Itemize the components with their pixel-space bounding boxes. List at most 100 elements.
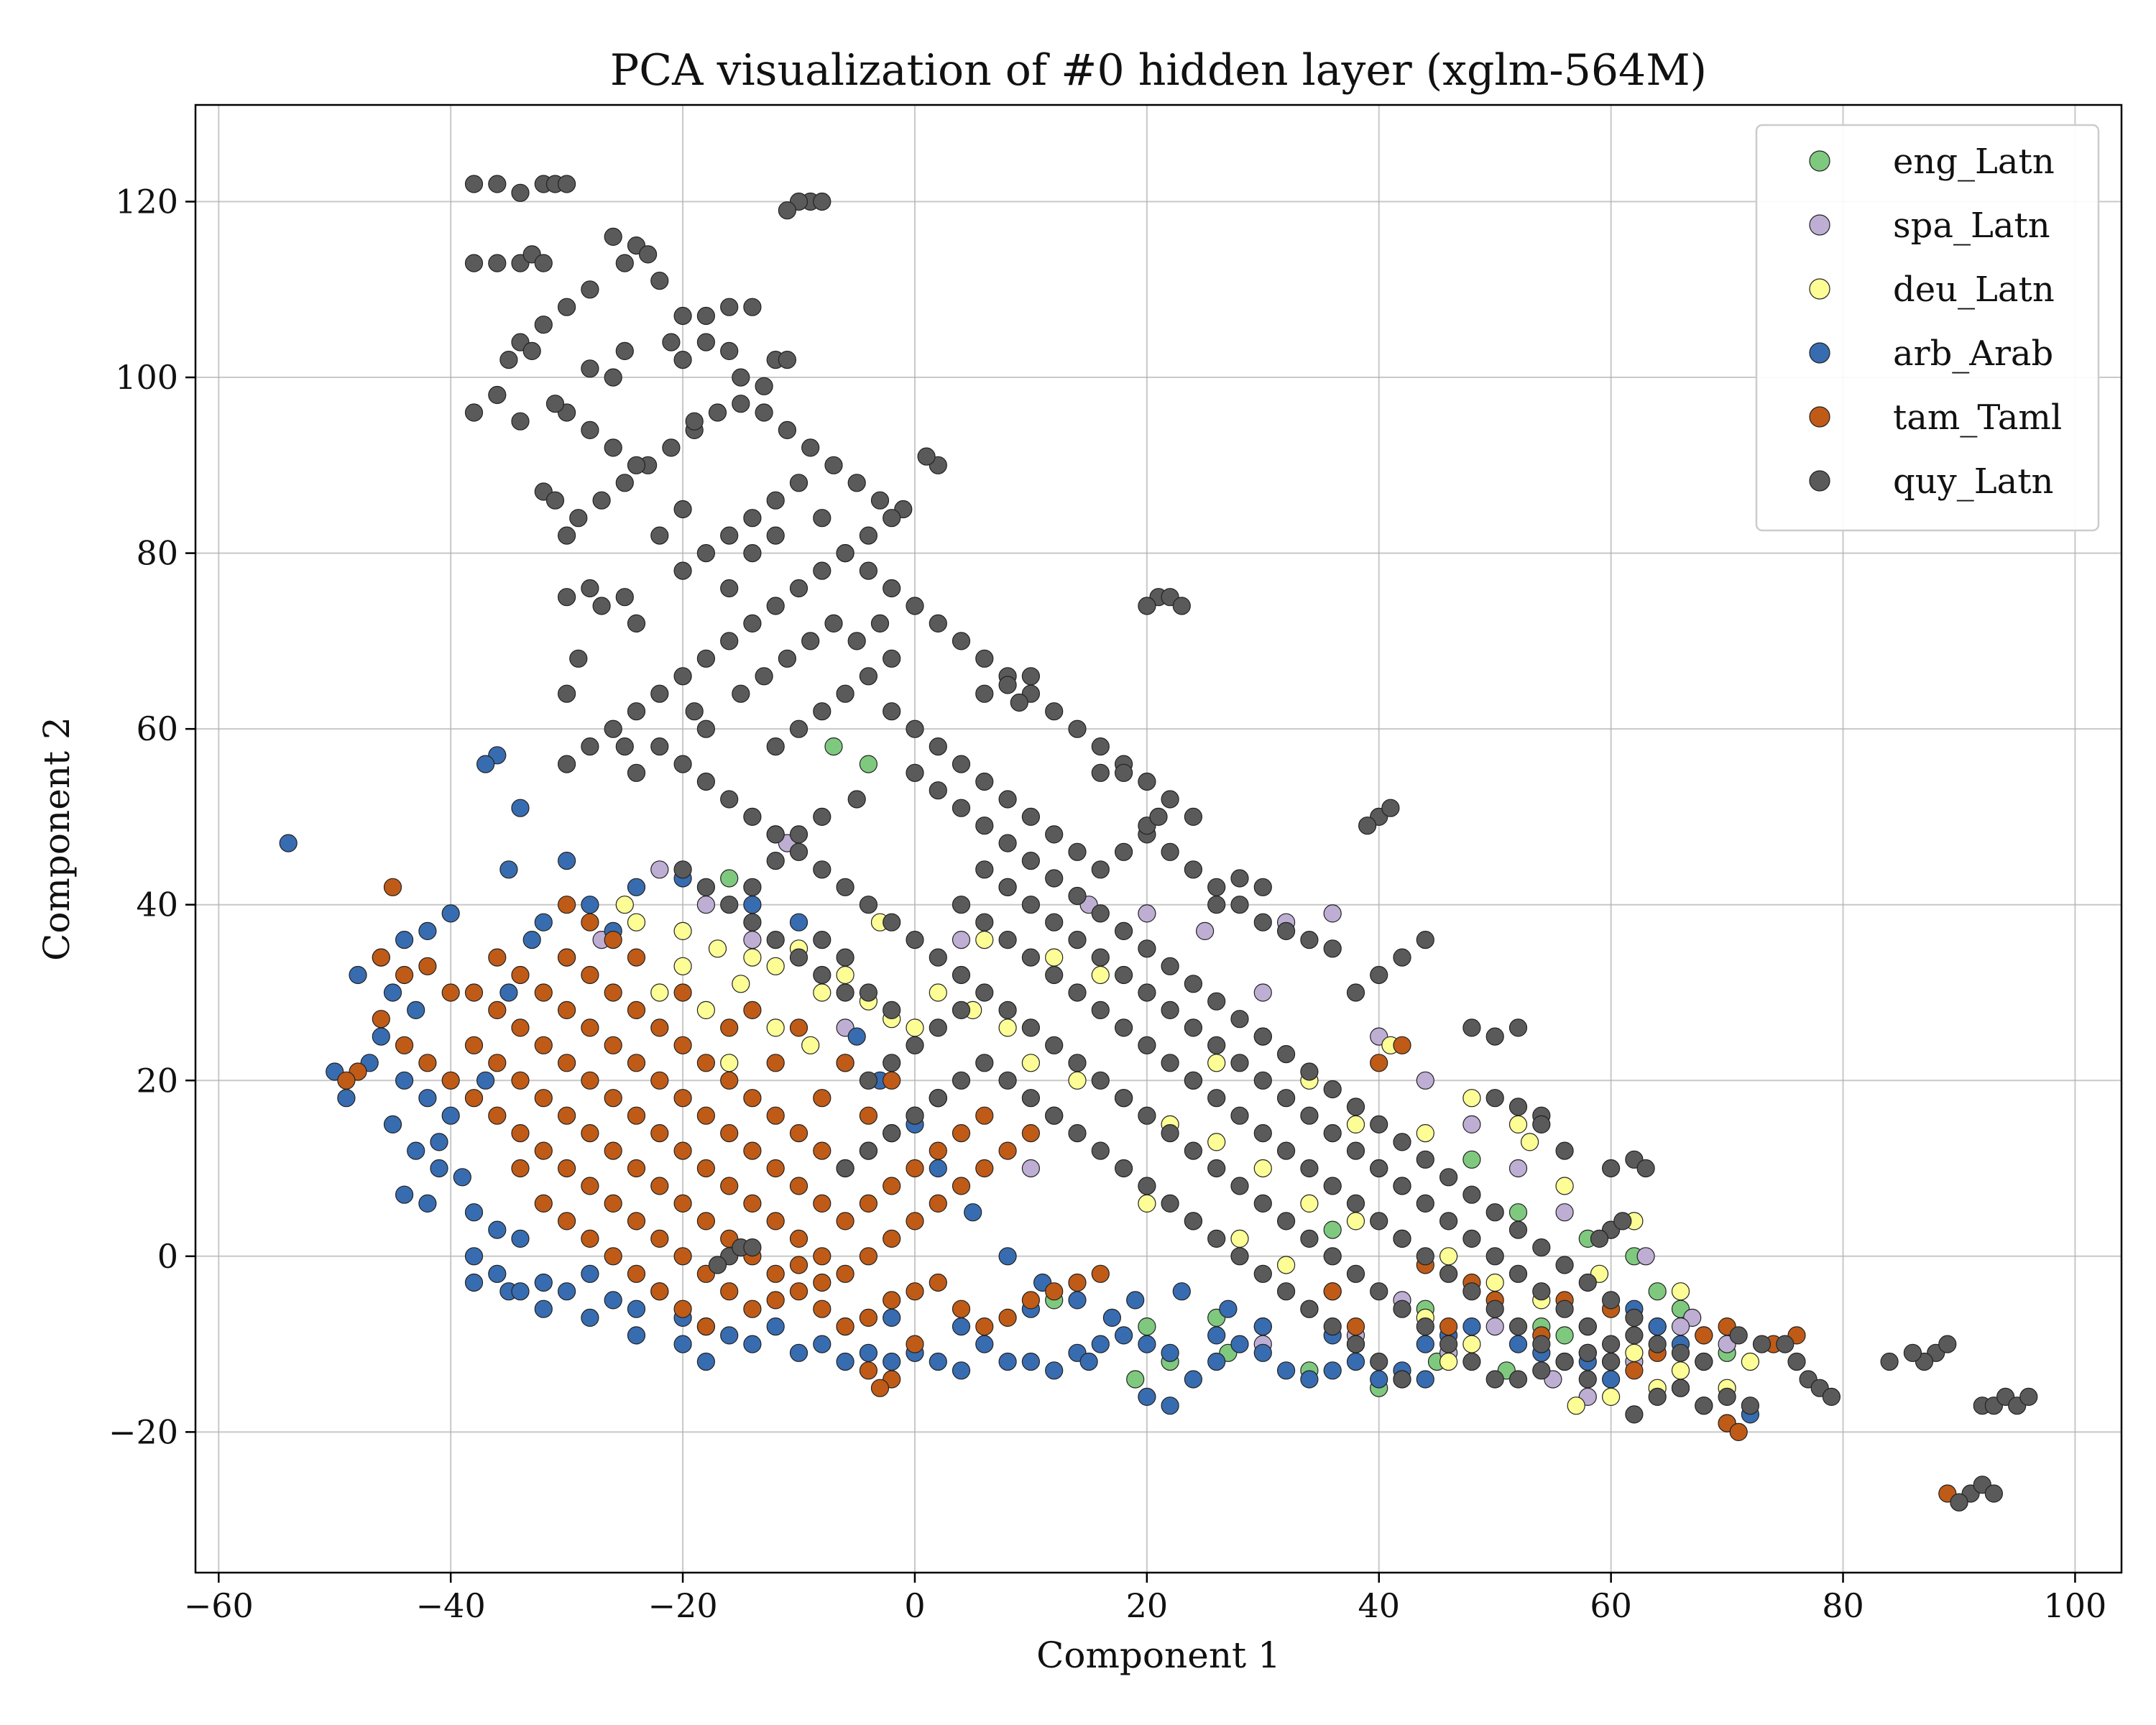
data-point	[1462, 1352, 1481, 1371]
data-point	[975, 684, 994, 703]
data-point	[836, 684, 854, 703]
data-point	[685, 412, 704, 431]
data-point	[766, 1212, 785, 1230]
data-point	[952, 1071, 971, 1090]
data-point	[883, 509, 901, 528]
data-point	[975, 649, 994, 668]
data-point	[395, 930, 414, 949]
data-point	[929, 1018, 947, 1037]
data-point	[755, 667, 773, 686]
data-point	[696, 1106, 716, 1125]
data-point	[441, 1071, 460, 1090]
data-point	[789, 474, 808, 492]
data-point	[650, 1018, 669, 1037]
data-point	[1300, 1229, 1319, 1248]
data-point	[604, 719, 622, 738]
data-point	[1138, 1317, 1156, 1336]
data-point	[964, 1203, 982, 1222]
data-point	[1184, 1370, 1203, 1389]
data-point	[708, 939, 727, 958]
legend-label: eng_Latn	[1893, 142, 2055, 182]
data-point	[1625, 1308, 1644, 1328]
data-point	[1091, 1000, 1110, 1020]
data-point	[1230, 1054, 1249, 1072]
data-point	[1230, 1010, 1249, 1029]
data-point	[1323, 1220, 1342, 1239]
data-point	[906, 1018, 924, 1037]
data-point	[732, 368, 750, 387]
data-point	[1253, 1264, 1272, 1283]
data-point	[1021, 896, 1041, 914]
data-point	[557, 175, 576, 193]
data-point	[1555, 1352, 1574, 1371]
data-point	[1648, 1282, 1667, 1301]
data-point	[1485, 1247, 1504, 1266]
data-point	[511, 1159, 530, 1178]
data-point	[1276, 1212, 1296, 1230]
data-point	[720, 1282, 739, 1301]
data-point	[673, 561, 692, 580]
x-tick-label: 100	[2044, 1586, 2107, 1625]
data-point	[1323, 939, 1342, 958]
data-point	[789, 719, 808, 738]
data-point	[836, 965, 854, 985]
data-point	[998, 1000, 1017, 1020]
data-point	[847, 474, 866, 492]
data-point	[766, 737, 785, 756]
data-point	[1590, 1229, 1609, 1248]
data-point	[813, 1141, 831, 1160]
data-point	[720, 1177, 739, 1195]
x-tick-label: −60	[184, 1586, 254, 1625]
data-point	[1671, 1282, 1690, 1301]
data-point	[778, 351, 797, 369]
data-point	[813, 860, 831, 879]
data-point	[418, 1089, 437, 1108]
data-point	[836, 1212, 854, 1230]
data-point	[1300, 1370, 1319, 1389]
data-point	[1370, 1370, 1388, 1389]
data-point	[488, 948, 507, 967]
data-point	[1045, 825, 1064, 844]
data-point	[1485, 1300, 1504, 1318]
data-point	[511, 412, 530, 431]
data-point	[766, 1264, 785, 1283]
data-point	[696, 543, 716, 563]
data-point	[407, 1000, 425, 1020]
data-point	[1068, 842, 1087, 861]
data-point	[1207, 1054, 1226, 1072]
data-point	[372, 948, 390, 967]
data-point	[1346, 1141, 1365, 1160]
data-point	[383, 983, 402, 1002]
data-point	[1114, 1326, 1133, 1345]
data-point	[929, 614, 947, 633]
data-point	[1126, 1370, 1145, 1389]
data-point	[1138, 1387, 1156, 1407]
data-point	[534, 983, 553, 1002]
data-point	[1602, 1370, 1621, 1389]
data-point	[1276, 921, 1296, 941]
data-point	[766, 1317, 785, 1336]
data-point	[650, 983, 669, 1002]
data-point	[998, 834, 1017, 852]
data-point	[906, 1282, 924, 1301]
data-point	[1172, 597, 1191, 615]
data-point	[801, 632, 820, 650]
data-point	[1230, 869, 1249, 888]
data-point	[1091, 904, 1110, 923]
data-point	[557, 1054, 576, 1072]
data-point	[778, 201, 797, 220]
data-point	[650, 1282, 669, 1301]
data-point	[1138, 1335, 1156, 1353]
data-point	[929, 1194, 947, 1213]
data-point	[673, 755, 692, 773]
data-point	[673, 957, 692, 975]
data-point	[464, 1273, 484, 1292]
data-point	[836, 983, 854, 1002]
data-point	[847, 632, 866, 650]
data-point	[1161, 1054, 1179, 1072]
data-point	[720, 632, 739, 650]
data-point	[859, 1106, 878, 1125]
data-point	[615, 588, 634, 607]
data-point	[557, 526, 576, 545]
data-point	[1045, 1036, 1064, 1054]
